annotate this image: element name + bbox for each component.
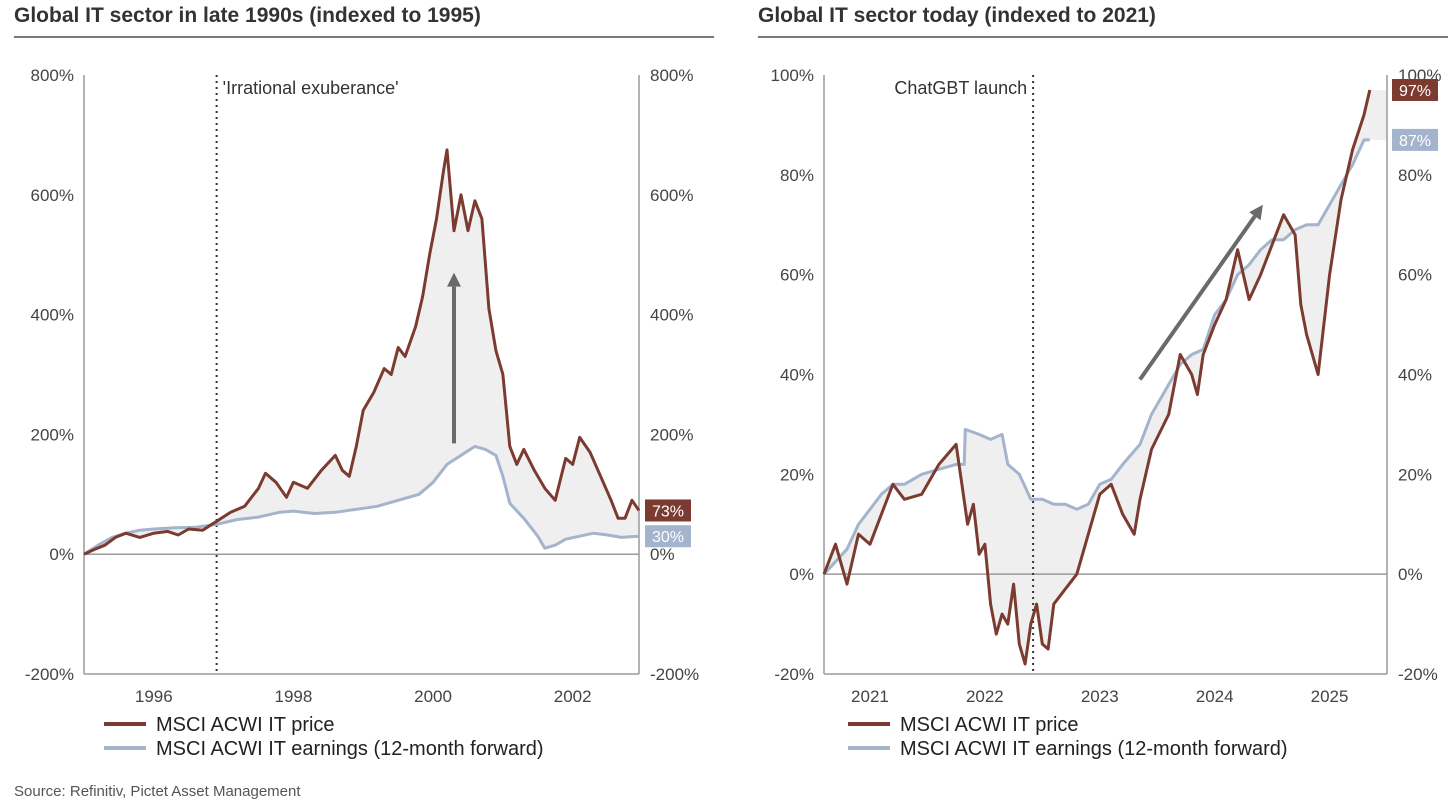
left-y-tick-label: 600%	[31, 186, 74, 205]
left-x-tick-label: 2000	[414, 687, 452, 706]
left-y-tick-label: 800%	[31, 66, 74, 85]
left-y-right-tick-label: 600%	[650, 186, 693, 205]
left-earnings-end-label: 30%	[652, 529, 684, 546]
right-annotation-label: ChatGBT launch	[894, 78, 1027, 98]
left-y-right-tick-label: -200%	[650, 665, 699, 684]
right-chart-title: Global IT sector today (indexed to 2021)	[758, 4, 1156, 27]
left-earnings-line	[83, 444, 640, 556]
right-y-tick-label: 60%	[780, 266, 814, 285]
left-chart-title: Global IT sector in late 1990s (indexed …	[14, 4, 481, 27]
right-y-right-tick-label: 80%	[1398, 166, 1432, 185]
left-annotation-label: 'Irrational exuberance'	[223, 78, 399, 98]
left-y-tick-label: 200%	[31, 425, 74, 444]
right-legend-earnings-label: MSCI ACWI IT earnings (12-month forward)	[900, 738, 1288, 760]
right-earnings-end-box	[1392, 128, 1438, 151]
right-y-tick-label: 20%	[780, 465, 814, 484]
left-y-right-tick-label: 800%	[650, 66, 693, 85]
right-y-tick-label: -20%	[774, 665, 814, 684]
right-y-right-tick-label: 60%	[1398, 266, 1432, 285]
right-x-tick-label: 2025	[1311, 687, 1349, 706]
left-y-right-tick-label: 200%	[650, 425, 693, 444]
right-price-end-label: 97%	[1399, 83, 1431, 100]
left-y-tick-label: 400%	[31, 306, 74, 325]
left-gap-fill	[84, 149, 639, 555]
left-y-tick-label: 0%	[49, 545, 74, 564]
left-chart: -200% -200% 0% 0% 200% 200% 400% 400% 600% 600% 80…	[25, 66, 699, 760]
right-y-tick-label: 80%	[780, 166, 814, 185]
right-y-right-tick-label: -20%	[1398, 665, 1438, 684]
right-x-tick-label: 2021	[851, 687, 889, 706]
left-y-right-tick-label: 400%	[650, 306, 693, 325]
right-x-tick-label: 2022	[966, 687, 1004, 706]
left-legend-earnings-label: MSCI ACWI IT earnings (12-month forward)	[156, 738, 544, 760]
left-price-end-box	[645, 499, 691, 522]
left-y-right-tick-label: 0%	[650, 545, 675, 564]
source-note: Source: Refinitiv, Pictet Asset Manageme…	[14, 783, 301, 800]
right-x-tick-label: 2024	[1196, 687, 1234, 706]
left-earnings-end-box	[645, 525, 691, 548]
right-price-end-box	[1392, 78, 1438, 101]
right-earnings-end-label: 87%	[1399, 133, 1431, 150]
right-gap-fill	[824, 90, 1387, 664]
right-y-right-tick-label: 40%	[1398, 366, 1432, 385]
left-price-line	[83, 148, 641, 556]
right-y-tick-label: 100%	[771, 66, 814, 85]
right-price-line	[822, 89, 1372, 666]
right-arrow-head	[1249, 204, 1263, 221]
left-x-tick-label: 1996	[135, 687, 173, 706]
left-arrow-head	[447, 272, 461, 287]
right-earnings-line	[822, 138, 1370, 576]
right-y-tick-label: 0%	[789, 565, 814, 584]
right-y-tick-label: 40%	[780, 366, 814, 385]
right-arrow-shaft	[1138, 215, 1257, 381]
left-x-tick-label: 1998	[275, 687, 313, 706]
left-title-rule	[14, 36, 714, 38]
left-x-tick-label: 2002	[554, 687, 592, 706]
right-chart: -20% -20% 0% 0% 20% 20% 40% 40% 60% 60% 80% 80% 100%…	[771, 66, 1442, 760]
right-legend-price-label: MSCI ACWI IT price	[900, 714, 1079, 736]
right-y-right-tick-label: 0%	[1398, 565, 1423, 584]
left-legend-price-label: MSCI ACWI IT price	[156, 714, 335, 736]
left-price-end-label: 73%	[652, 503, 684, 520]
right-title-rule	[758, 36, 1448, 38]
right-x-tick-label: 2023	[1081, 687, 1119, 706]
right-y-right-tick-label: 20%	[1398, 465, 1432, 484]
left-y-tick-label: -200%	[25, 665, 74, 684]
